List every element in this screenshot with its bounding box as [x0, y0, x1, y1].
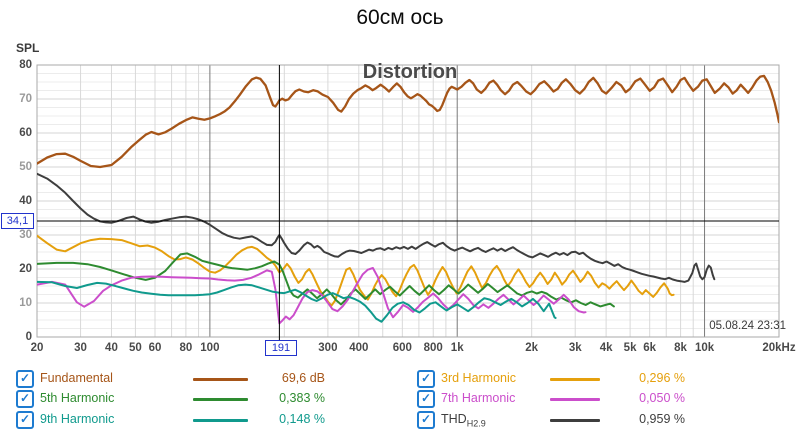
x-tick-label: 40 [105, 342, 118, 354]
x-tick-label: 5k [623, 342, 637, 354]
third-harmonic-label: 3rd Harmonic [441, 371, 517, 385]
plot-overlay-title: Distortion [362, 61, 458, 83]
fifth-harmonic-checkbox[interactable]: ✓ [16, 390, 34, 408]
y-tick-label: 10 [19, 297, 32, 309]
y-tick-label: 70 [19, 93, 32, 105]
ninth-harmonic-checkbox[interactable]: ✓ [16, 411, 34, 429]
seventh-harmonic-value: 0,050 % [639, 391, 685, 405]
x-tick-label: 30 [74, 342, 87, 354]
legend-row: ✓ Fundamental 69,6 dB ✓ 3rd Harmonic 0,2… [0, 370, 800, 388]
seventh-harmonic-swatch [550, 398, 600, 401]
x-tick-label: 400 [349, 342, 369, 354]
thd-checkbox[interactable]: ✓ [417, 411, 435, 429]
seventh-harmonic-checkbox[interactable]: ✓ [417, 390, 435, 408]
x-tick-label: 4k [599, 342, 613, 354]
x-tick-label: 800 [423, 342, 443, 354]
legend-row: ✓ 5th Harmonic 0,383 % ✓ 7th Harmonic 0,… [0, 390, 800, 408]
thd-swatch [550, 419, 600, 422]
curve-h7 [37, 267, 587, 325]
x-tick-label: 20 [30, 342, 44, 354]
y-tick-label: 60 [19, 127, 32, 139]
x-tick-label: 3k [568, 342, 582, 354]
fundamental-swatch [193, 378, 248, 381]
fifth-harmonic-label: 5th Harmonic [40, 391, 115, 405]
y-tick-label: 20 [19, 263, 32, 275]
page-title: 60см ось [356, 6, 444, 29]
seventh-harmonic-label: 7th Harmonic [441, 391, 516, 405]
x-tick-label: 6k [643, 342, 657, 354]
curve-h3 [37, 234, 675, 307]
curve-thd [37, 172, 716, 283]
x-tick-label: 100 [200, 342, 220, 354]
third-harmonic-swatch [550, 378, 600, 381]
fifth-harmonic-swatch [193, 398, 248, 401]
x-tick-label: 2k [525, 342, 539, 354]
curves [37, 74, 779, 325]
fundamental-checkbox[interactable]: ✓ [16, 370, 34, 388]
y-tick-label: 50 [19, 161, 32, 173]
third-harmonic-checkbox[interactable]: ✓ [417, 370, 435, 388]
cursor-freq-readout: 191 [265, 340, 297, 356]
fundamental-label: Fundamental [40, 371, 113, 385]
legend-row: ✓ 9th Harmonic 0,148 % ✓ THDH2.9 0,959 % [0, 411, 800, 429]
x-tick-label: 50 [129, 342, 142, 354]
curve-fundamental [37, 74, 779, 169]
x-tick-label: 60 [148, 342, 162, 354]
x-tick-label: 80 [179, 342, 193, 354]
curve-h5 [37, 252, 615, 308]
y-axis-title: SPL [16, 41, 40, 55]
cursor-spl-readout: 34,1 [1, 213, 34, 229]
curve-h9 [37, 280, 557, 323]
thd-subscript: H2.9 [466, 418, 486, 429]
x-tick-label: 10k [694, 342, 715, 354]
x-tick-label: 300 [318, 342, 338, 354]
plot-border [36, 64, 780, 338]
ninth-harmonic-value: 0,148 % [279, 412, 325, 426]
x-tick-label: 600 [392, 342, 412, 354]
ninth-harmonic-swatch [193, 419, 248, 422]
fundamental-value: 69,6 dB [281, 371, 325, 385]
x-tick-label: 20kHz [762, 342, 796, 354]
ninth-harmonic-label: 9th Harmonic [40, 412, 115, 426]
y-tick-label: 30 [19, 229, 32, 241]
third-harmonic-value: 0,296 % [639, 371, 685, 385]
y-tick-label: 40 [19, 195, 32, 207]
thd-value: 0,959 % [639, 412, 685, 426]
measurement-timestamp: 05.08.24 23:31 [709, 320, 786, 332]
y-tick-label: 0 [25, 331, 32, 343]
y-tick-label: 80 [19, 59, 32, 71]
thd-label: THDH2.9 [441, 412, 486, 429]
fifth-harmonic-value: 0,383 % [279, 391, 325, 405]
x-tick-label: 1k [450, 342, 464, 354]
x-tick-label: 8k [674, 342, 687, 354]
